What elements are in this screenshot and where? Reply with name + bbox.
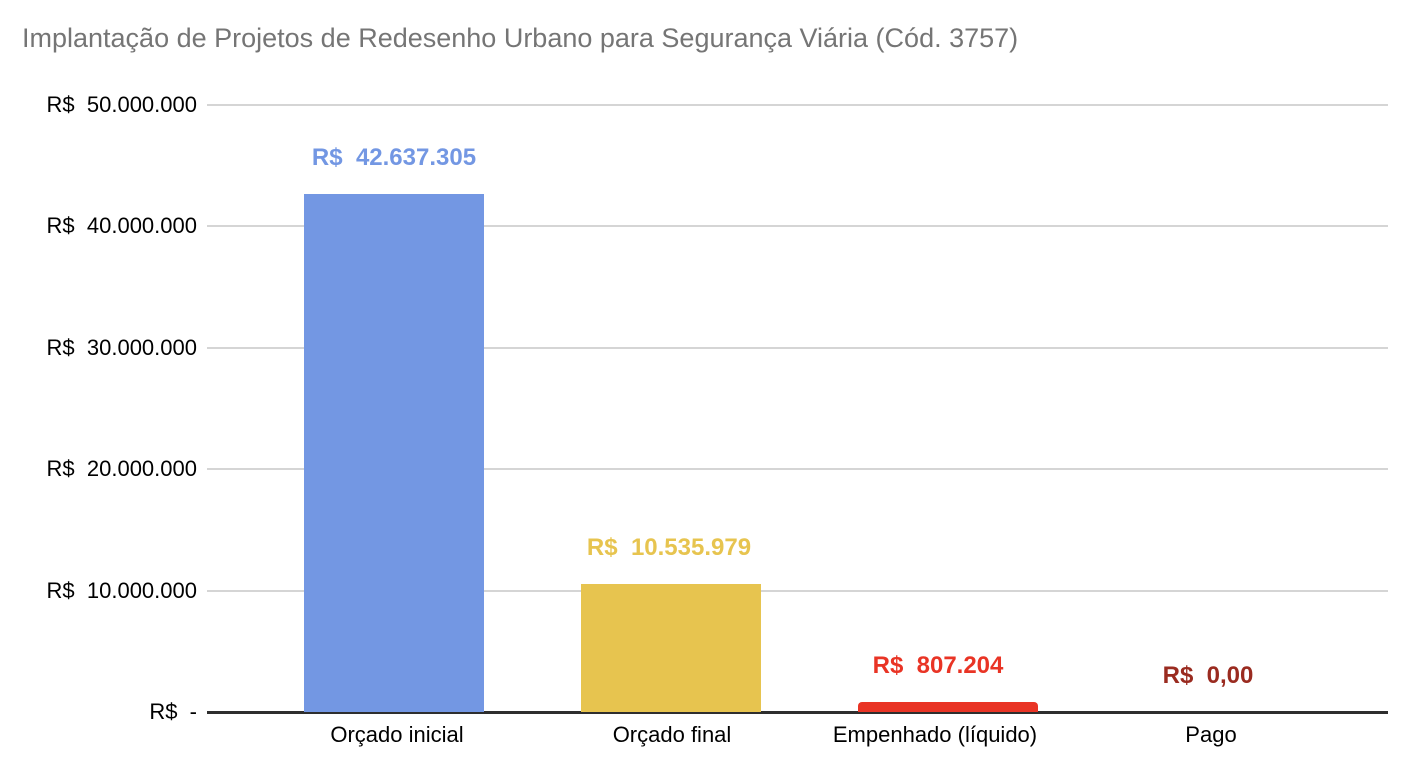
- y-tick-label: R$ 20.000.000: [46, 456, 197, 482]
- x-axis-label-empenhado-liquido: Empenhado (líquido): [832, 722, 1038, 747]
- gridline: [207, 468, 1388, 471]
- x-axis-label-orcado-inicial: Orçado inicial: [330, 722, 464, 747]
- x-axis-label-pago: Pago: [1185, 722, 1237, 747]
- y-tick-label: R$ 50.000.000: [46, 92, 197, 117]
- y-tick-label: R$ 10.000.000: [46, 577, 197, 603]
- y-tick-label: R$ -: [149, 699, 197, 724]
- gridline: [207, 346, 1388, 349]
- bar-empenhado-liquido: [858, 702, 1038, 712]
- value-label-pago: R$ 0,00: [1162, 662, 1254, 689]
- value-label-orcado-final: R$ 10.535.979: [586, 534, 752, 562]
- value-label-empenhado-liquido: R$ 807.204: [872, 652, 1004, 680]
- x-axis-baseline: [207, 711, 1388, 714]
- chart-title: Implantação de Projetos de Redesenho Urb…: [22, 23, 1019, 53]
- bar-orcado-inicial: [304, 194, 484, 712]
- y-tick-label: R$ 30.000.000: [46, 334, 197, 360]
- x-axis-label-orcado-final: Orçado final: [612, 722, 732, 747]
- value-label-orcado-inicial: R$ 42.637.305: [311, 144, 477, 172]
- bar-orcado-final: [581, 584, 761, 712]
- gridline: [207, 104, 1388, 106]
- gridline: [207, 225, 1388, 228]
- gridline: [207, 589, 1388, 592]
- y-tick-label: R$ 40.000.000: [46, 213, 197, 239]
